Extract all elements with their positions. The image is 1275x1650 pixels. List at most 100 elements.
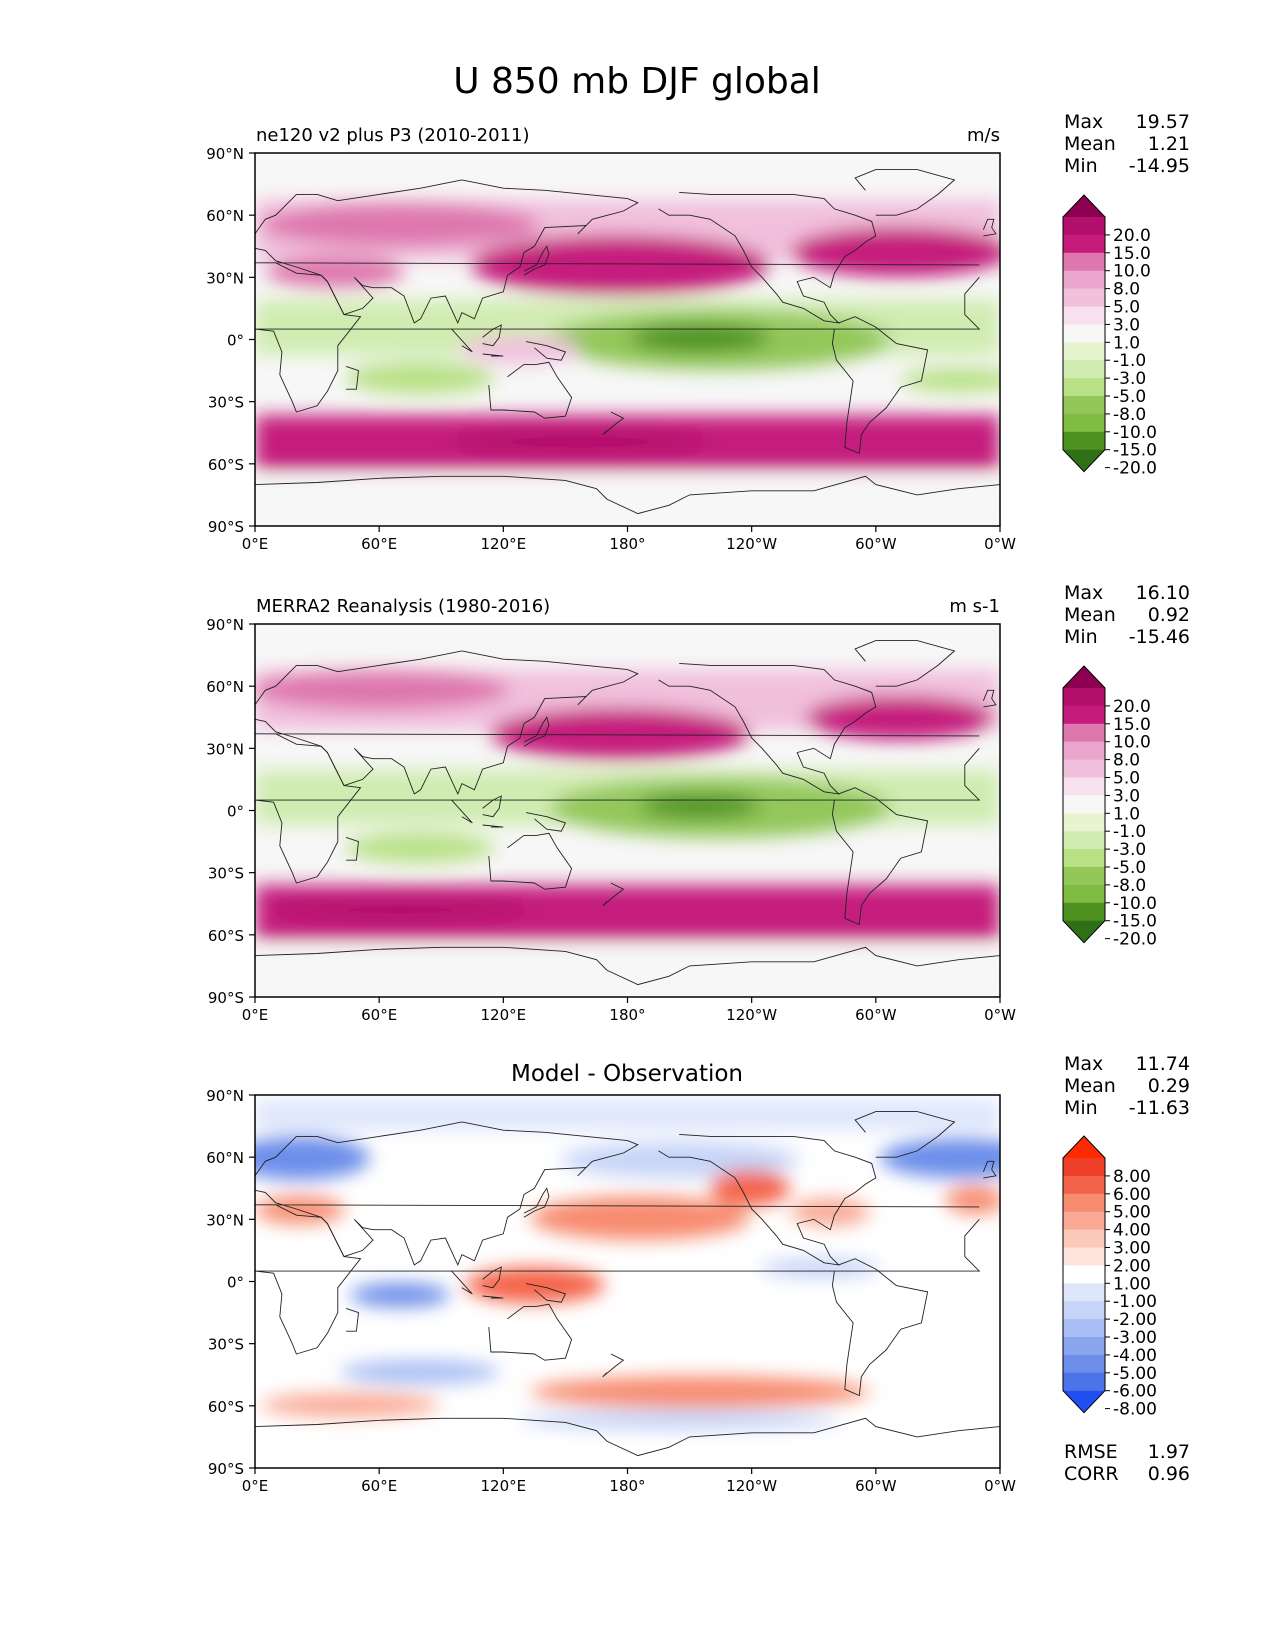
x-tick-label: 60°W: [855, 535, 897, 553]
x-tick-label: 180°: [609, 1006, 645, 1024]
stat-value: 0.29: [1148, 1075, 1190, 1097]
colorbar-label: -15.0: [1113, 441, 1157, 461]
y-tick-label: 60°N: [206, 207, 244, 225]
coastline-path: [254, 475, 1001, 515]
y-tick-label: 30°S: [208, 1336, 244, 1354]
colorbar-segment: [1063, 252, 1105, 272]
colorbar-segment: [1063, 759, 1105, 779]
coastline-path: [482, 1266, 502, 1289]
coastline-path: [345, 1307, 359, 1332]
colorbar-label: 1.0: [1113, 804, 1140, 824]
stat-value: 19.57: [1136, 111, 1190, 133]
metric-label: CORR: [1064, 1463, 1119, 1485]
field-indian-negative: [350, 1283, 450, 1307]
coastline-path: [482, 1295, 504, 1299]
field-sh-jet-core: [270, 899, 530, 921]
stat-label: Mean: [1064, 1075, 1116, 1097]
field-arctic-negative: [255, 1100, 1000, 1130]
coastline-path: [451, 328, 473, 353]
colorbar-extend-top: [1063, 1136, 1105, 1158]
coastline-path: [488, 1303, 573, 1361]
colorbar-label: 5.00: [1113, 1203, 1151, 1223]
colorbar-segment: [1063, 324, 1105, 343]
colorbar-segment: [1063, 1158, 1105, 1177]
x-tick-label: 60°W: [855, 1477, 897, 1495]
colorbar-label: 10.0: [1113, 262, 1151, 282]
coastline-path: [488, 361, 573, 419]
colorbar-label: 8.00: [1113, 1167, 1151, 1187]
colorbar-segment: [1063, 795, 1105, 814]
colorbar-segment: [1063, 270, 1105, 290]
coastline-path: [523, 1187, 550, 1218]
colorbar-label: 20.0: [1113, 697, 1151, 717]
stat-value: -14.95: [1129, 155, 1190, 177]
field-jet-npacific: [470, 235, 770, 295]
colorbar-segment: [1063, 217, 1105, 236]
coastline-path: [526, 1283, 567, 1303]
colorbar-label: 6.00: [1113, 1185, 1151, 1205]
x-tick-label: 120°E: [481, 1006, 527, 1024]
colorbar-label: -5.00: [1113, 1364, 1157, 1384]
panel-title: ne120 v2 plus P3 (2010-2011): [256, 125, 530, 146]
metric-value: 0.96: [1148, 1463, 1190, 1485]
colorbar-segment: [1063, 396, 1105, 415]
colorbar-label: 1.00: [1113, 1274, 1151, 1294]
coastlines: [254, 640, 1001, 986]
colorbar-label: -5.0: [1113, 858, 1146, 878]
coastline-path: [254, 1204, 981, 1355]
y-tick-label: 90°S: [208, 989, 244, 1007]
y-tick-label: 90°S: [208, 518, 244, 536]
colorbar-segment: [1063, 688, 1105, 707]
field-north-pacific-negative: [560, 1142, 800, 1178]
colorbar-label: -8.0: [1113, 405, 1146, 425]
y-tick-label: 90°N: [206, 1087, 244, 1105]
colorbar-segment: [1063, 378, 1105, 397]
coastlines: [254, 169, 1001, 515]
coastline-path: [254, 179, 639, 325]
colorbar-segment: [1063, 705, 1105, 725]
field-jet-npacific: [490, 708, 750, 760]
colorbar-segment: [1063, 1265, 1105, 1284]
colorbar-label: -20.0: [1113, 930, 1157, 950]
y-tick-label: 30°S: [208, 394, 244, 412]
panel-title: MERRA2 Reanalysis (1980-2016): [256, 596, 550, 617]
stats-panels: Max 19.57 Mean 1.21 Min -14.95 Max 16.10 Mean 0.9…: [1064, 111, 1190, 1485]
field-north-atlantic-negative-east: [880, 1138, 1000, 1178]
stat-label: Min: [1064, 1097, 1098, 1119]
coastline-path: [523, 716, 550, 747]
panel-units: m s-1: [949, 596, 1000, 617]
y-tick-label: 30°N: [206, 1211, 244, 1229]
colorbar-label: 2.00: [1113, 1256, 1151, 1276]
colorbar-label: -10.0: [1113, 423, 1157, 443]
coastline-path: [451, 1270, 473, 1295]
panel-units: m/s: [967, 125, 1000, 146]
colorbars: 20.015.010.08.05.03.01.0-1.0-3.0-5.0-8.0…: [1062, 194, 1157, 1420]
coastline-path: [523, 245, 550, 276]
colorbar-segment: [1063, 1211, 1105, 1231]
coastline-path: [254, 733, 981, 884]
colorbar-segment: [1063, 1354, 1105, 1374]
field-jet-asia: [255, 670, 510, 710]
colorbar-extend-top: [1063, 195, 1105, 217]
x-tick-label: 180°: [609, 1477, 645, 1495]
coastline-path: [658, 191, 877, 324]
field-south-indian-negative: [340, 1360, 500, 1384]
colorbar-label: 8.0: [1113, 751, 1140, 771]
stat-label: Max: [1064, 111, 1103, 133]
field-antarctic: [255, 480, 1000, 526]
coastline-path: [602, 411, 625, 436]
coastline-path: [602, 882, 625, 907]
colorbar-segment: [1063, 431, 1105, 451]
field-nw-america-positive: [710, 1170, 790, 1206]
colorbar-segment: [1063, 1283, 1105, 1302]
colorbar-label: -6.00: [1113, 1382, 1157, 1402]
colorbar-segment: [1063, 867, 1105, 886]
colorbar-label: -1.0: [1113, 822, 1146, 842]
coastline-path: [345, 365, 359, 390]
colorbar-label: 20.0: [1113, 226, 1151, 246]
coastline-path: [982, 218, 997, 237]
colorbar-segment: [1063, 723, 1105, 743]
y-tick-label: 90°S: [208, 1460, 244, 1478]
colorbar-label: 10.0: [1113, 733, 1151, 753]
colorbar-label: -15.0: [1113, 912, 1157, 932]
